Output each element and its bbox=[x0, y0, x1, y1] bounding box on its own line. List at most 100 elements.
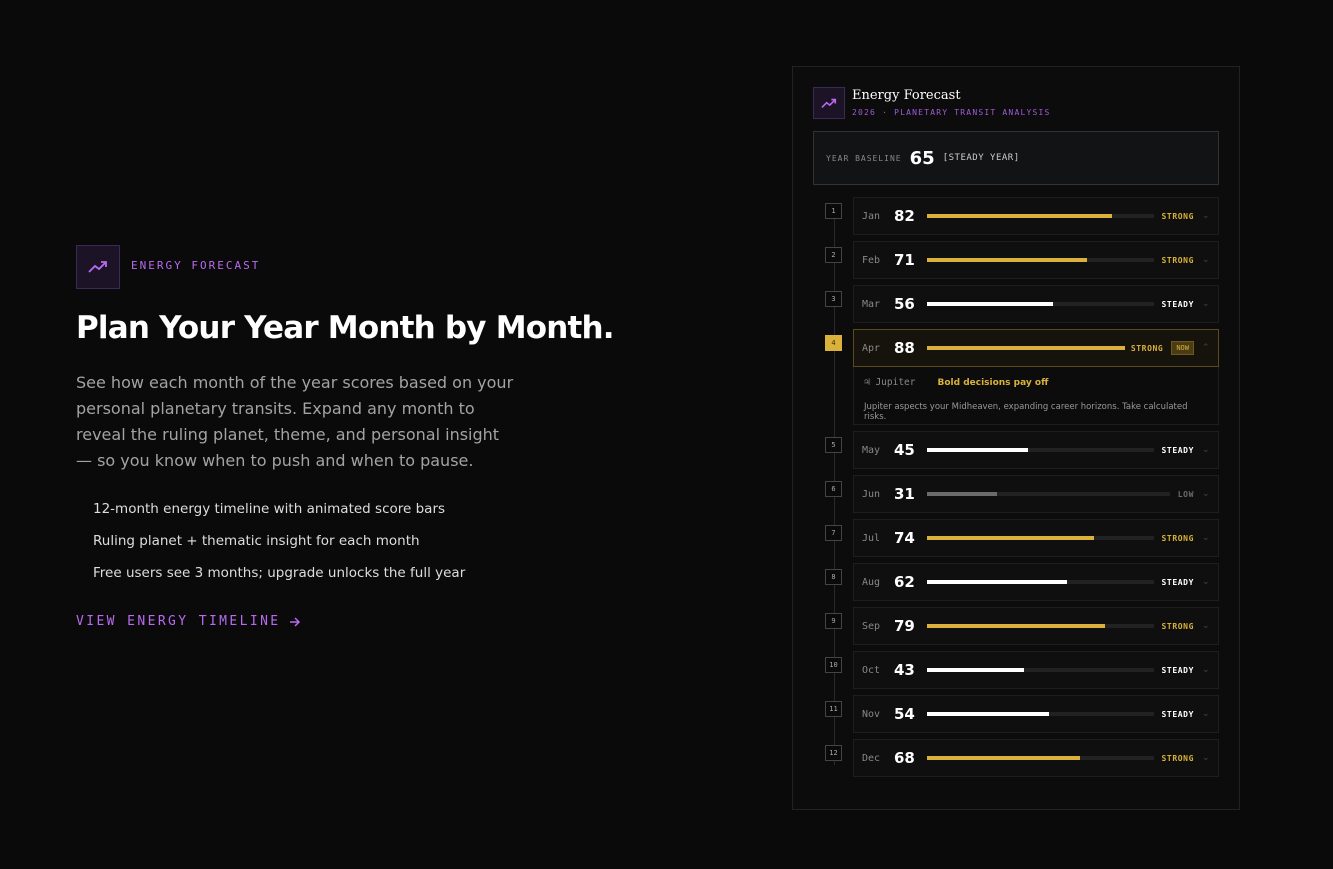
month-index: 4 bbox=[825, 335, 842, 351]
month-index: 11 bbox=[825, 701, 842, 717]
month-index: 1 bbox=[825, 203, 842, 219]
score-bar bbox=[927, 448, 1029, 452]
score-track bbox=[927, 580, 1154, 584]
score-track bbox=[927, 536, 1154, 540]
month-row[interactable]: Apr 88 STRONG NOW ⌃ bbox=[853, 329, 1219, 367]
level: LOW bbox=[1177, 489, 1194, 499]
month-score: 71 bbox=[894, 251, 915, 269]
month-index: 9 bbox=[825, 613, 842, 629]
month-score: 43 bbox=[894, 661, 915, 679]
month-index: 8 bbox=[825, 569, 842, 585]
chevron: ⌄ bbox=[1202, 577, 1210, 587]
panel-title: Energy Forecast bbox=[852, 88, 961, 103]
month-list: Jan 82 STRONG ⌄ Feb 71 STRONG ⌄ Mar 56 STEADY ⌄ Apr 8… bbox=[853, 197, 1219, 777]
chevron: ⌄ bbox=[1202, 445, 1210, 455]
month-name: Aug bbox=[862, 576, 881, 588]
panel-subtitle: 2026 · PLANETARY TRANSIT ANALYSIS bbox=[852, 108, 1051, 117]
chevron: ⌄ bbox=[1202, 753, 1210, 763]
month-name: May bbox=[862, 444, 881, 456]
arrow bbox=[289, 616, 300, 627]
score-track bbox=[927, 492, 1170, 496]
baseline-score: 65 bbox=[909, 147, 935, 169]
month-index: 6 bbox=[825, 481, 842, 497]
trend-icon bbox=[88, 261, 107, 273]
score-bar bbox=[927, 258, 1087, 262]
score-track bbox=[927, 624, 1154, 628]
month-index: 3 bbox=[825, 291, 842, 307]
description: See how each month of the year scores ba… bbox=[76, 373, 514, 470]
chevron: ⌄ bbox=[1202, 255, 1210, 265]
level: STEADY bbox=[1161, 445, 1194, 455]
month-row[interactable]: Sep 79 STRONG ⌄ bbox=[853, 607, 1219, 645]
theme: Bold decisions pay off bbox=[937, 378, 1049, 388]
month-row[interactable]: May 45 STEADY ⌄ bbox=[853, 431, 1219, 469]
score-track bbox=[927, 302, 1154, 306]
score-bar bbox=[927, 756, 1080, 760]
chevron: ⌄ bbox=[1202, 665, 1210, 675]
chevron: ⌄ bbox=[1202, 211, 1210, 221]
level: STRONG bbox=[1161, 211, 1194, 221]
level: STRONG bbox=[1161, 533, 1194, 543]
month-name: Nov bbox=[862, 708, 881, 720]
score-bar bbox=[927, 624, 1105, 628]
month-name: Feb bbox=[862, 254, 881, 266]
heading: Plan Your Year Month by Month. bbox=[76, 310, 615, 346]
level: STRONG bbox=[1130, 343, 1164, 353]
month-score: 45 bbox=[894, 441, 915, 459]
level: STRONG bbox=[1161, 255, 1194, 265]
score-track bbox=[927, 756, 1154, 760]
month-row[interactable]: Jun 31 LOW ⌄ bbox=[853, 475, 1219, 513]
score-bar bbox=[927, 668, 1024, 672]
month-row[interactable]: Oct 43 STEADY ⌄ bbox=[853, 651, 1219, 689]
chevron: ⌄ bbox=[1202, 299, 1210, 309]
feature: Ruling planet + thematic insight for eac… bbox=[93, 533, 420, 549]
level: STEADY bbox=[1161, 577, 1194, 587]
score-track bbox=[927, 448, 1154, 452]
score-bar bbox=[927, 580, 1067, 584]
month-row[interactable]: Nov 54 STEADY ⌄ bbox=[853, 695, 1219, 733]
score-track bbox=[927, 258, 1154, 262]
score-track bbox=[927, 712, 1154, 716]
month-index: 2 bbox=[825, 247, 842, 263]
month-name: Jun bbox=[862, 488, 881, 500]
month-detail: ♃ Jupiter Bold decisions pay off Jupiter a… bbox=[853, 367, 1219, 425]
panel-icon bbox=[813, 87, 845, 119]
month-name: Apr bbox=[862, 342, 881, 354]
month-row[interactable]: Dec 68 STRONG ⌄ bbox=[853, 739, 1219, 777]
month-index: 10 bbox=[825, 657, 842, 673]
chevron: ⌄ bbox=[1202, 533, 1210, 543]
score-bar bbox=[927, 214, 1112, 218]
insight: Jupiter aspects your Midheaven, expandin… bbox=[864, 402, 1188, 422]
month-name: Jul bbox=[862, 532, 881, 544]
level: STRONG bbox=[1161, 753, 1194, 763]
month-row[interactable]: Feb 71 STRONG ⌄ bbox=[853, 241, 1219, 279]
score-bar bbox=[927, 536, 1094, 540]
feature: 12-month energy timeline with animated s… bbox=[93, 501, 446, 517]
chevron: ⌄ bbox=[1202, 621, 1210, 631]
month-score: 62 bbox=[894, 573, 915, 591]
cta-link[interactable]: VIEW ENERGY TIMELINE bbox=[76, 614, 301, 629]
month-row[interactable]: Jul 74 STRONG ⌄ bbox=[853, 519, 1219, 557]
month-row[interactable]: Mar 56 STEADY ⌄ bbox=[853, 285, 1219, 323]
chevron: ⌃ bbox=[1202, 343, 1210, 353]
baseline-tag: [STEADY YEAR] bbox=[942, 153, 1020, 163]
score-bar bbox=[927, 302, 1053, 306]
month-row[interactable]: Jan 82 STRONG ⌄ bbox=[853, 197, 1219, 235]
month-index: 7 bbox=[825, 525, 842, 541]
month-score: 79 bbox=[894, 617, 915, 635]
chevron: ⌄ bbox=[1202, 489, 1210, 499]
chevron: ⌄ bbox=[1202, 709, 1210, 719]
month-index: 5 bbox=[825, 437, 842, 453]
cta-text[interactable]: VIEW ENERGY TIMELINE bbox=[76, 614, 281, 629]
month-index: 12 bbox=[825, 745, 842, 761]
score-bar bbox=[927, 492, 997, 496]
month-row[interactable]: Aug 62 STEADY ⌄ bbox=[853, 563, 1219, 601]
month-name: Jan bbox=[862, 210, 881, 222]
score-track bbox=[927, 346, 1125, 350]
month-name: Oct bbox=[862, 664, 881, 676]
month-name: Sep bbox=[862, 620, 881, 632]
month-score: 74 bbox=[894, 529, 915, 547]
score-bar bbox=[927, 346, 1125, 350]
month-score: 68 bbox=[894, 749, 915, 767]
